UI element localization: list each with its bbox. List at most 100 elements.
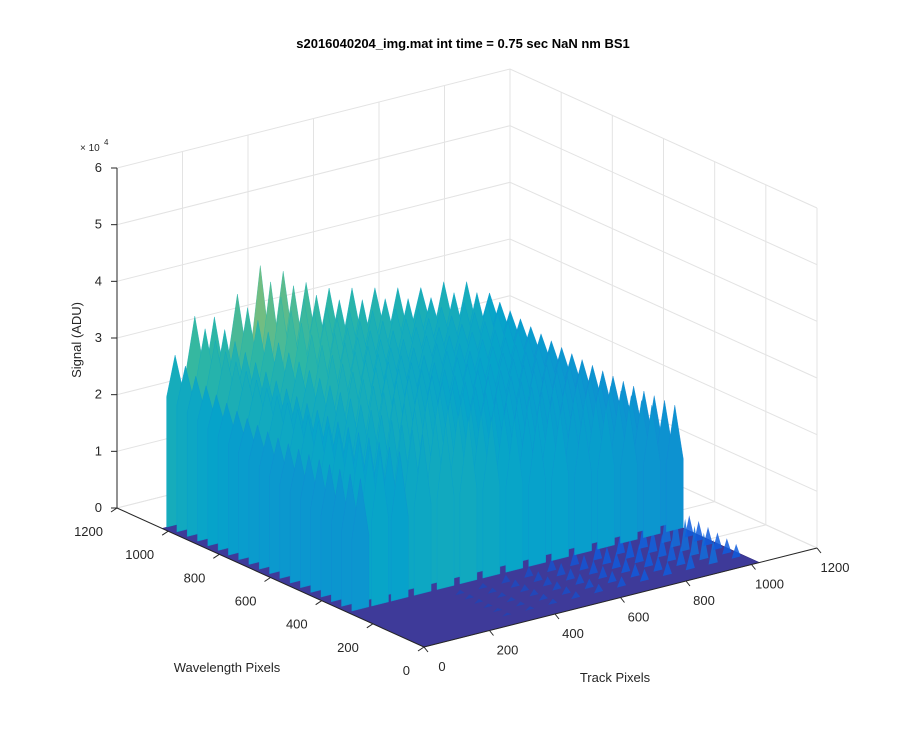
weak-peak [588, 560, 598, 575]
weak-peak [542, 576, 553, 587]
y-tick-label: 400 [286, 617, 308, 632]
surface-plot [161, 265, 761, 648]
y-tick [366, 623, 374, 629]
z-tick-label: 6 [95, 160, 102, 175]
y-tick [417, 646, 425, 652]
weak-peak [478, 583, 488, 590]
weak-peak [502, 612, 512, 617]
y-tick-label: 0 [403, 663, 410, 678]
weak-peak [474, 598, 484, 604]
x-tick [554, 613, 560, 620]
y-tick [110, 507, 118, 513]
weak-peak [552, 581, 562, 591]
weak-peak [497, 592, 507, 598]
ridge-slice [574, 411, 592, 556]
weak-peak [571, 591, 581, 600]
weak-peak [630, 563, 640, 578]
weak-peak [684, 515, 694, 538]
y-tick [161, 530, 169, 536]
weak-peak [492, 608, 503, 613]
x-tick-label: 800 [693, 593, 715, 608]
weak-peak [634, 544, 644, 564]
weak-peak [570, 549, 580, 567]
ridge-slice [620, 405, 638, 544]
weak-peak [525, 606, 535, 611]
grid-line-z [116, 238, 818, 379]
weak-peak [667, 539, 677, 562]
weak-peak [662, 561, 672, 576]
x-tick [423, 646, 429, 653]
weak-peak [520, 584, 530, 593]
x-axis-label: Track Pixels [580, 670, 651, 685]
y-tick-label: 1000 [125, 547, 154, 562]
ridge-slice [551, 411, 569, 562]
ridge-slice [436, 423, 455, 590]
weak-peak [607, 570, 617, 584]
x-tick-label: 0 [438, 659, 445, 674]
z-tick-label: 1 [95, 443, 102, 458]
axis-ticks: 0200400600800100012000200400600800100012… [74, 160, 849, 678]
x-tick-label: 1000 [755, 577, 784, 592]
weak-peak [722, 538, 732, 555]
y-tick-label: 600 [235, 594, 257, 609]
y-tick [213, 553, 220, 559]
weak-peak [685, 552, 695, 571]
x-tick [620, 597, 625, 603]
y-tick [315, 600, 322, 606]
weak-peak [657, 533, 667, 558]
weak-peak [615, 532, 626, 555]
ridge-slice [505, 417, 523, 573]
weak-peak [501, 574, 511, 584]
weak-peak [694, 520, 704, 542]
x-tick [816, 547, 822, 554]
x-tick-label: 200 [497, 643, 519, 658]
weak-peak [653, 555, 663, 572]
weak-peak [548, 598, 558, 605]
weak-peak [594, 583, 604, 594]
ridge-slice [413, 434, 432, 596]
grid-line-z [116, 181, 818, 322]
weak-peak [621, 557, 631, 574]
ridge-slice [666, 405, 684, 533]
weak-peak [625, 538, 635, 559]
weak-peak [593, 540, 603, 561]
weak-peak [699, 532, 709, 561]
weak-peak [565, 568, 575, 581]
weak-peak [506, 596, 516, 603]
weak-peak [676, 546, 686, 566]
x-tick-label: 400 [562, 626, 584, 641]
y-tick-label: 800 [184, 570, 206, 585]
z-tick-label: 3 [95, 330, 102, 345]
z-tick-label: 4 [95, 273, 102, 288]
weak-peak [464, 594, 474, 600]
weak-peak [648, 527, 658, 554]
y-tick-label: 200 [337, 640, 359, 655]
weak-peak [455, 589, 465, 596]
z-multiplier-base: × 10 [80, 143, 100, 154]
ridge-slice [459, 417, 478, 585]
weak-peak [708, 539, 718, 565]
z-tick-label: 5 [95, 217, 102, 232]
y-axis-label: Wavelength Pixels [174, 660, 281, 675]
x-tick [685, 580, 691, 587]
weak-peak [598, 565, 608, 580]
weak-peak [556, 562, 566, 577]
weak-peak [524, 566, 534, 578]
ridge-slice [528, 417, 546, 567]
x-tick-label: 600 [628, 610, 650, 625]
weak-peak [611, 552, 621, 570]
ridge-slice [371, 450, 389, 607]
x-tick [489, 630, 494, 636]
ridge-slice [482, 417, 501, 579]
weak-peak [538, 593, 548, 601]
y-tick [264, 577, 271, 582]
ridge-slice [351, 478, 370, 612]
weak-peak [639, 568, 649, 582]
chart-title: s2016040204_img.mat int time = 0.75 sec … [296, 36, 630, 51]
weak-peak [483, 603, 493, 608]
weak-peak [644, 549, 654, 568]
weak-peak [680, 518, 690, 552]
weak-peak [547, 557, 557, 573]
x-tick-label: 1200 [821, 560, 850, 575]
